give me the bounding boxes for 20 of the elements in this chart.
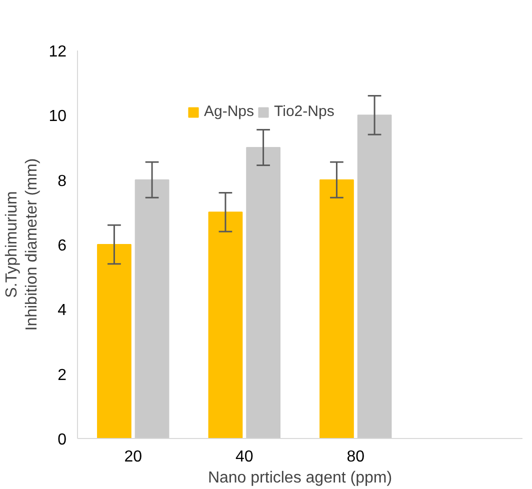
y-tick-label: 2 [58,366,67,384]
bar [134,179,170,438]
y-tick-label: 6 [58,238,67,254]
legend-label: Ag-Nps [204,103,254,120]
y-tick-label: 12 [48,44,67,60]
bar [208,212,243,438]
y-tick-label: 0 [58,432,67,448]
y-tick-label: 10 [48,108,67,126]
y-tick-label: 8 [58,172,67,190]
bar [97,244,132,438]
x-axis-title: Nano prticles agent (ppm) [208,470,392,486]
legend-label: Tio2-Nps [274,103,334,120]
y-axis-title: S.Typhimurium Inhibition diameter (mm) [3,158,41,331]
x-tick-label: 40 [235,448,254,466]
y-tick-label: 4 [58,302,67,320]
bar [357,114,392,438]
x-tick-label: 80 [346,448,365,466]
bar [246,147,280,438]
bar [320,179,354,438]
x-tick-label: 20 [124,448,142,466]
